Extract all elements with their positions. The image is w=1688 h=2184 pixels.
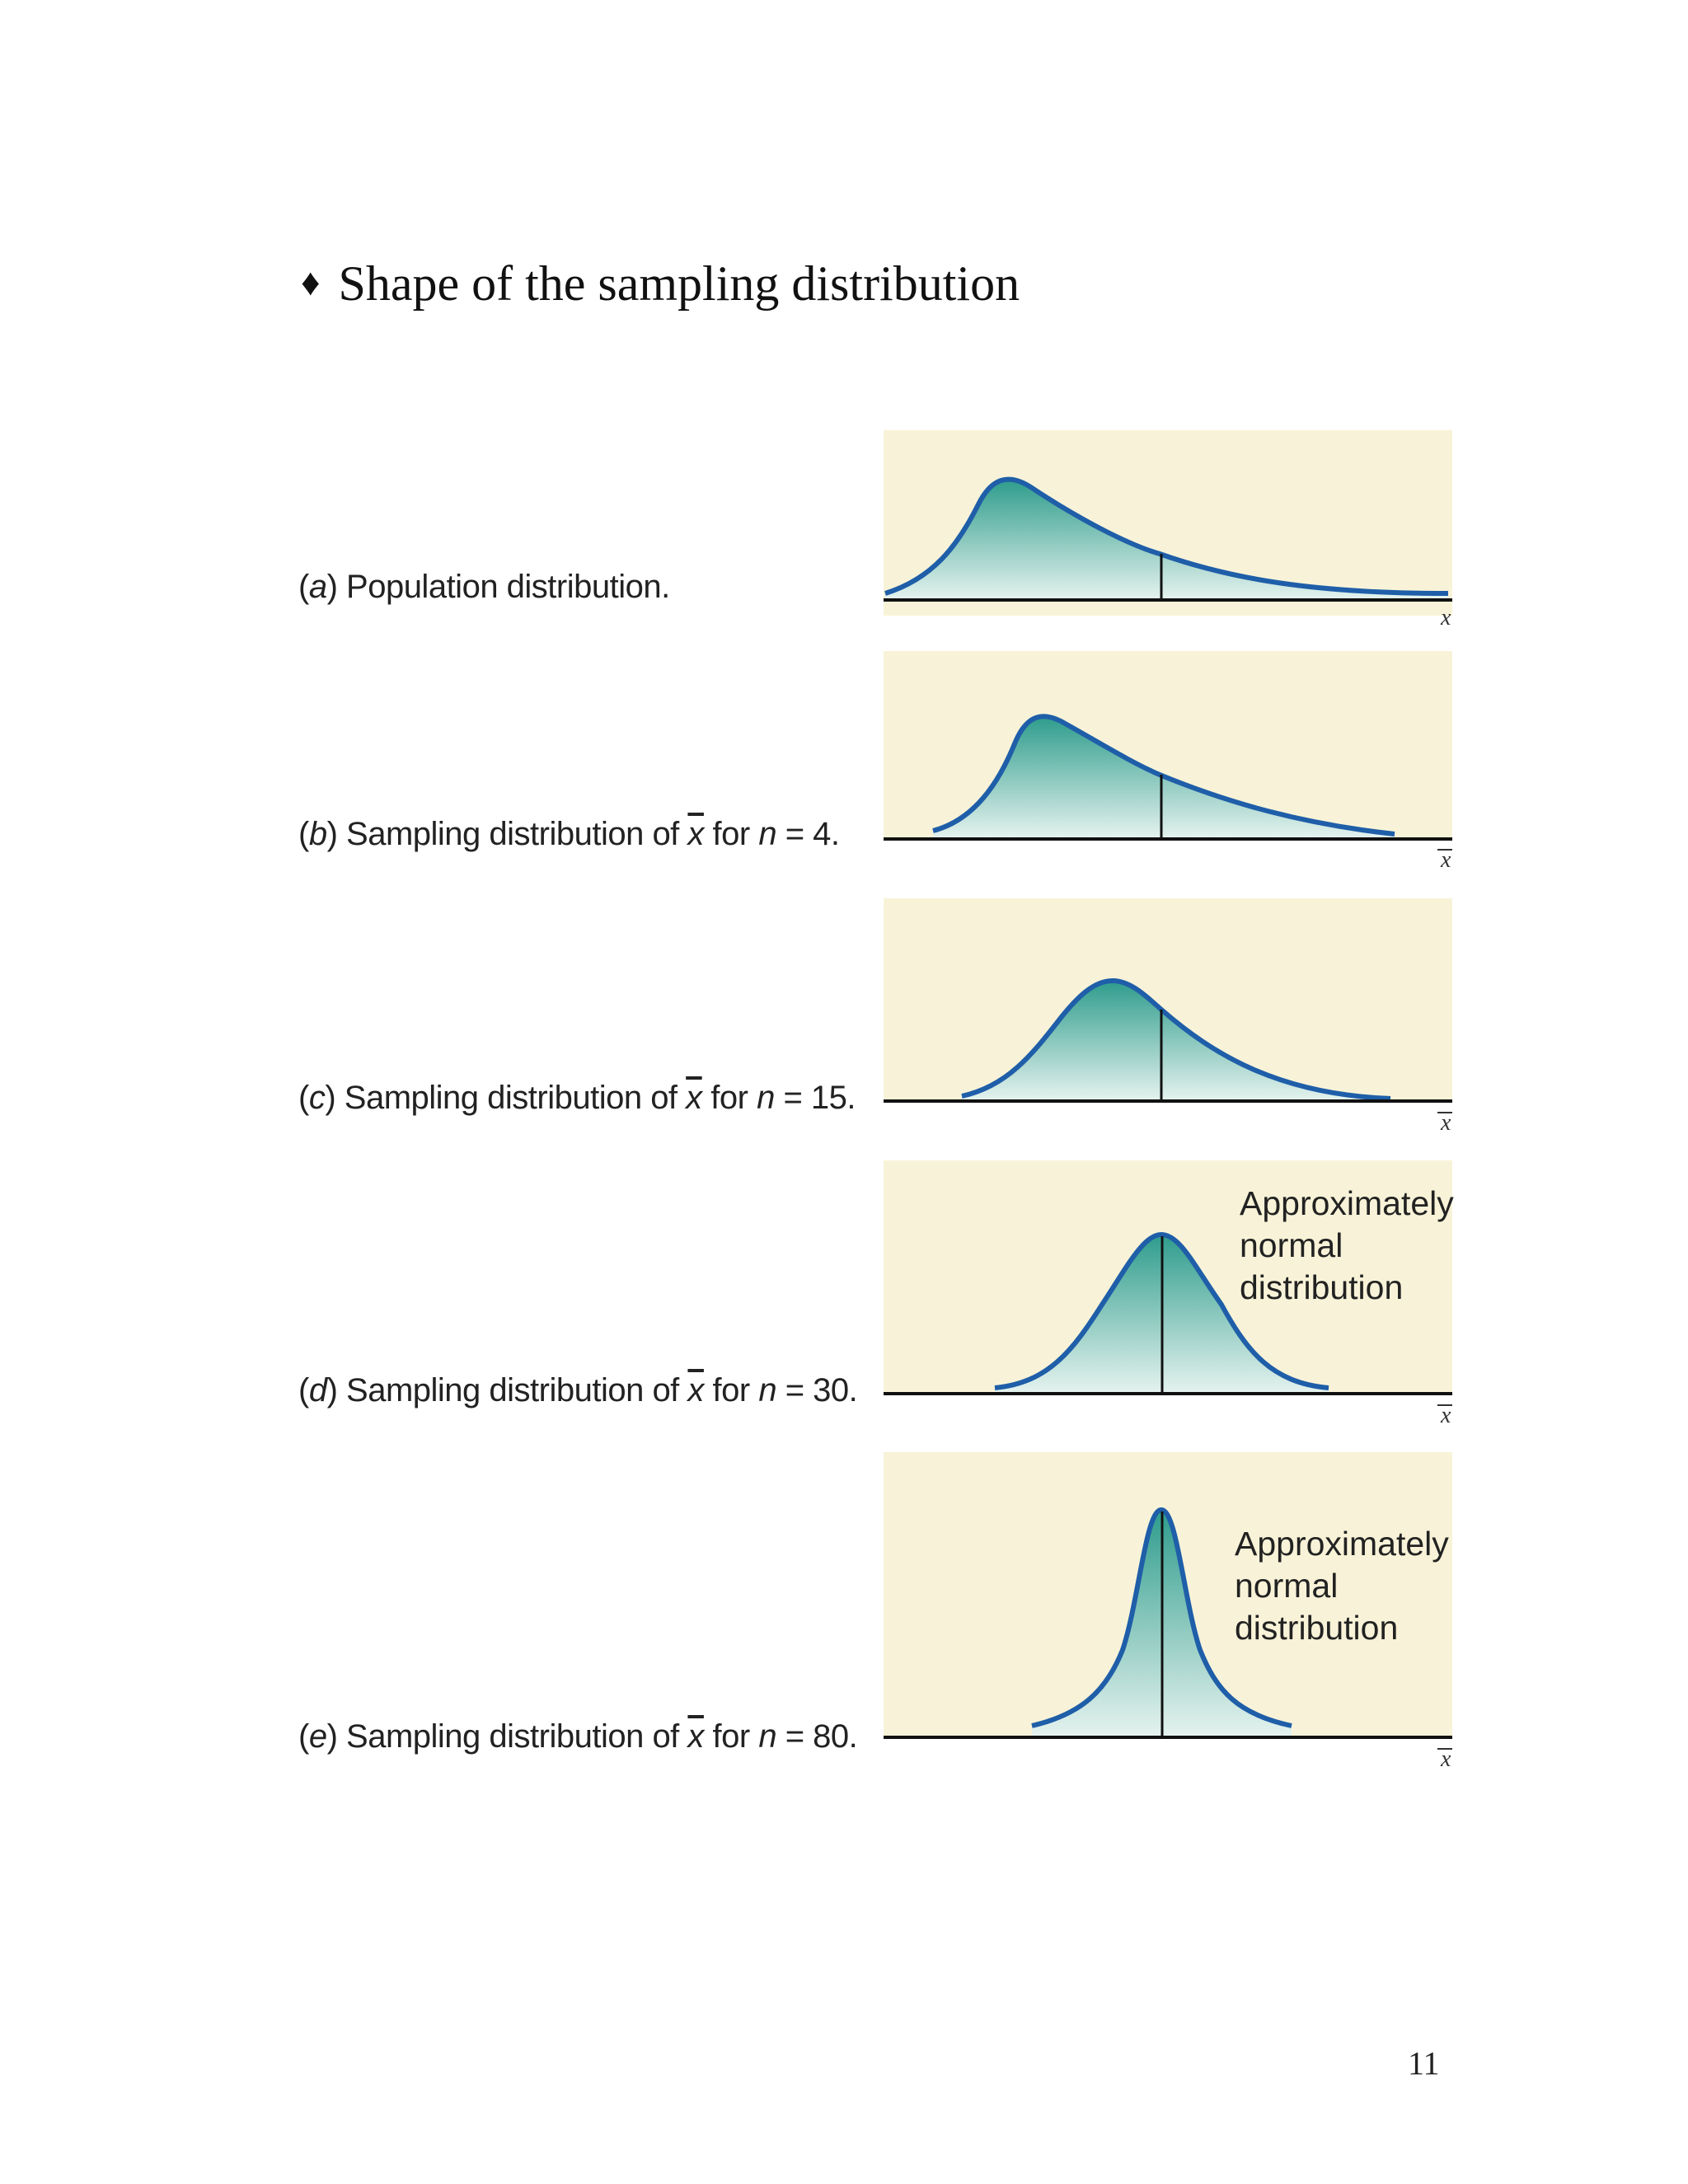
- figure-sampling-n4: x: [884, 651, 1452, 873]
- annotation-line-3: distribution: [1235, 1609, 1398, 1647]
- row-label-b: (b) Sampling distribution of x for n = 4…: [298, 816, 840, 852]
- figure-sampling-n80: Approximately normal distribution x: [884, 1452, 1452, 1772]
- page-number: 11: [1408, 2045, 1440, 2082]
- axis-label: x: [1440, 605, 1451, 630]
- row-label-c: (c) Sampling distribution of x for n = 1…: [298, 1080, 856, 1116]
- axis-label: x: [1440, 1110, 1451, 1136]
- annotation-line-1: Approximately: [1235, 1525, 1449, 1563]
- figure-population-distribution: x: [884, 430, 1452, 630]
- row-label-d: (d) Sampling distribution of x for n = 3…: [298, 1372, 858, 1408]
- distribution-curve: [994, 1231, 1329, 1390]
- distribution-curve: [884, 476, 1449, 596]
- distribution-curve: [1031, 1507, 1292, 1728]
- distribution-fill: [885, 479, 1448, 600]
- diamond-bullet-icon: ♦: [301, 261, 321, 303]
- distribution-curve: [961, 977, 1391, 1101]
- section-heading-text: Shape of the sampling distribution: [338, 256, 1020, 311]
- annotation-line-2: normal: [1240, 1226, 1343, 1264]
- figure-sampling-n15: x: [884, 898, 1452, 1136]
- annotation-line-2: normal: [1235, 1567, 1338, 1605]
- annotation-line-3: distribution: [1240, 1268, 1403, 1306]
- axis-label: x: [1440, 847, 1451, 873]
- figure-sampling-n30: Approximately normal distribution x: [884, 1160, 1454, 1428]
- row-label-a: (a) Population distribution.: [298, 569, 670, 605]
- distribution-curve: [932, 714, 1395, 837]
- annotation-line-1: Approximately: [1240, 1184, 1454, 1222]
- section-heading: ♦ Shape of the sampling distribution: [301, 255, 1020, 312]
- row-label-e: (e) Sampling distribution of x for n = 8…: [298, 1718, 858, 1755]
- axis-label: x: [1440, 1403, 1451, 1428]
- axis-label: x: [1440, 1746, 1451, 1772]
